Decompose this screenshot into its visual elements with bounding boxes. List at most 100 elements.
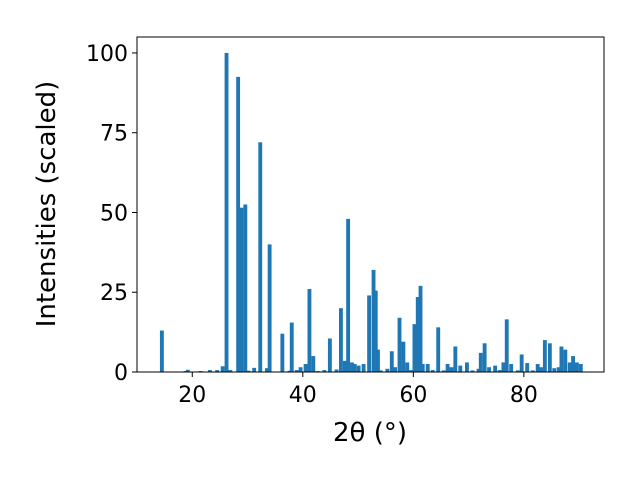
bar: [350, 362, 354, 372]
y-tick-label: 75: [100, 122, 128, 147]
bar: [441, 370, 446, 372]
bar: [367, 295, 372, 372]
bar: [371, 269, 376, 372]
bar: [327, 338, 332, 372]
bar: [280, 333, 285, 372]
bar: [430, 370, 435, 372]
bar: [401, 341, 406, 372]
bar: [539, 367, 543, 372]
bar: [334, 369, 339, 372]
bar: [519, 354, 524, 372]
bar: [405, 362, 410, 372]
bar: [356, 365, 361, 372]
bar: [515, 370, 520, 372]
bar: [478, 352, 483, 372]
bar: [458, 365, 463, 372]
bar: [342, 360, 347, 372]
bar: [224, 52, 229, 372]
bar: [482, 343, 487, 372]
x-tick-label: 20: [178, 383, 206, 408]
bar: [208, 370, 212, 372]
bar: [159, 330, 164, 372]
bar: [236, 76, 241, 372]
bar: [264, 368, 269, 372]
bar: [385, 368, 390, 372]
bar: [567, 362, 572, 372]
bar: [578, 364, 583, 372]
y-tick-label: 100: [86, 42, 128, 67]
y-axis-label: Intensities (scaled): [32, 81, 62, 328]
bar: [376, 349, 380, 372]
bar: [339, 308, 343, 372]
bar: [525, 363, 530, 372]
bar: [185, 369, 190, 372]
x-tick-label: 60: [399, 383, 427, 408]
bar: [352, 364, 357, 372]
bar: [252, 367, 257, 372]
bar: [449, 367, 454, 372]
bar: [535, 364, 540, 372]
bar: [574, 362, 579, 372]
bar: [311, 356, 316, 372]
bar: [552, 368, 557, 372]
bar: [563, 349, 568, 372]
bar: [409, 370, 414, 372]
bar: [267, 244, 272, 372]
bar: [397, 317, 402, 372]
bar: [246, 370, 251, 372]
bar: [346, 218, 351, 372]
bar: [228, 370, 233, 372]
bar: [220, 366, 225, 372]
bar: [476, 368, 481, 372]
bar: [487, 367, 491, 372]
bar: [453, 346, 458, 372]
bar: [361, 364, 366, 372]
bar: [415, 297, 420, 372]
x-tick-label: 80: [510, 383, 538, 408]
bar: [470, 370, 475, 372]
bar: [243, 204, 248, 372]
bar: [418, 285, 423, 372]
bar: [215, 370, 220, 372]
y-ticks: 0 25 50 75 100: [86, 42, 137, 386]
bar: [393, 367, 398, 372]
bar: [509, 364, 514, 372]
bar: [504, 319, 509, 372]
bar: [294, 370, 299, 372]
y-tick-label: 25: [100, 281, 128, 306]
bar: [436, 327, 441, 372]
bar: [425, 364, 430, 372]
bar: [303, 364, 308, 372]
bar: [530, 370, 535, 372]
bar: [373, 290, 378, 372]
bar: [239, 207, 244, 372]
plot-frame: [136, 36, 605, 373]
bar: [322, 370, 327, 372]
bar: [287, 370, 292, 372]
x-axis-label: 2θ (°): [333, 418, 407, 448]
bar: [445, 364, 450, 372]
bars-group: [159, 52, 583, 372]
bar: [493, 365, 498, 372]
bar: [571, 356, 575, 372]
x-tick-label: 40: [289, 383, 317, 408]
bar: [378, 370, 383, 372]
bar: [298, 367, 303, 372]
bar: [556, 367, 561, 372]
bar: [389, 351, 394, 372]
bar: [289, 322, 294, 372]
bar: [307, 289, 312, 372]
bar: [412, 324, 417, 372]
y-tick-label: 0: [114, 361, 128, 386]
x-ticks: 20 40 60 80: [178, 372, 538, 408]
bar: [547, 343, 552, 372]
bar: [258, 142, 263, 372]
bar: [559, 346, 564, 372]
bar: [542, 340, 547, 372]
bar: [420, 364, 425, 372]
bar: [501, 362, 506, 372]
bar: [497, 370, 502, 372]
bar: [465, 362, 469, 372]
y-tick-label: 50: [100, 201, 128, 226]
